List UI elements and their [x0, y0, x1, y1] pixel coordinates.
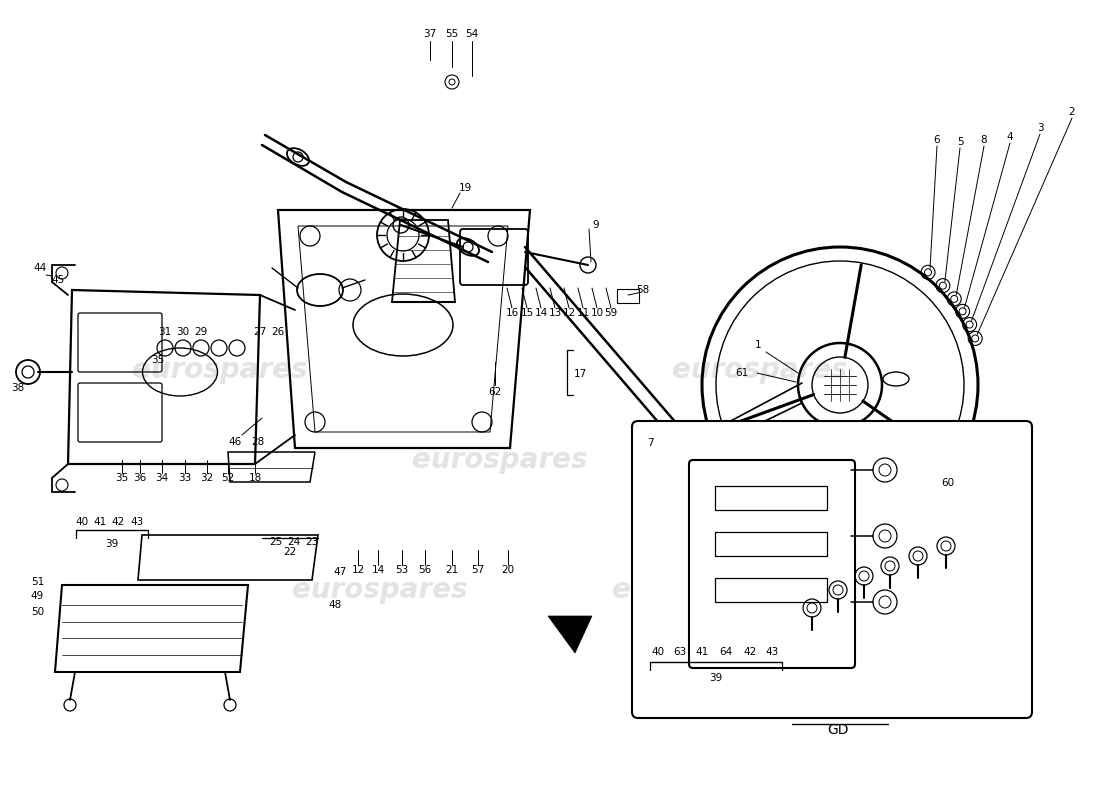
Text: 60: 60: [942, 478, 955, 488]
Text: 24: 24: [287, 537, 300, 547]
Text: 40: 40: [76, 517, 89, 527]
Text: GD: GD: [827, 723, 849, 737]
Text: 64: 64: [719, 647, 733, 657]
Text: 17: 17: [573, 369, 586, 379]
Text: 6: 6: [934, 135, 940, 145]
Text: 53: 53: [395, 565, 408, 575]
Text: 41: 41: [94, 517, 107, 527]
Text: 13: 13: [549, 308, 562, 318]
Text: 30: 30: [176, 327, 189, 337]
Text: 43: 43: [766, 647, 779, 657]
Text: 35: 35: [116, 473, 129, 483]
Text: eurospares: eurospares: [613, 576, 788, 604]
Text: 46: 46: [229, 437, 242, 447]
Text: eurospares: eurospares: [132, 356, 308, 384]
Text: 19: 19: [459, 183, 472, 193]
Polygon shape: [548, 616, 592, 653]
Bar: [935, 451, 977, 473]
Text: 32: 32: [200, 473, 213, 483]
Bar: [715, 486, 827, 510]
Text: 62: 62: [488, 387, 502, 397]
Text: 5: 5: [957, 137, 964, 147]
Text: 61: 61: [736, 368, 749, 378]
Text: 40: 40: [651, 647, 664, 657]
Text: 18: 18: [249, 473, 262, 483]
Text: 7: 7: [647, 438, 653, 448]
Bar: [715, 532, 827, 556]
Text: 34: 34: [155, 473, 168, 483]
Text: 10: 10: [591, 308, 604, 318]
Text: eurospares: eurospares: [412, 446, 587, 474]
Text: 49: 49: [31, 591, 44, 601]
Text: eurospares: eurospares: [293, 576, 468, 604]
Text: eurospares: eurospares: [672, 356, 848, 384]
Bar: [617, 289, 639, 303]
Text: 42: 42: [111, 517, 124, 527]
Text: 12: 12: [351, 565, 364, 575]
Text: 4: 4: [1006, 132, 1013, 142]
Text: 42: 42: [744, 647, 757, 657]
Text: 41: 41: [695, 647, 708, 657]
Text: 12: 12: [562, 308, 575, 318]
Text: 27: 27: [253, 327, 266, 337]
Text: 23: 23: [306, 537, 319, 547]
Text: 26: 26: [272, 327, 285, 337]
Text: 36: 36: [133, 473, 146, 483]
FancyBboxPatch shape: [632, 421, 1032, 718]
Text: 14: 14: [372, 565, 385, 575]
Text: 28: 28: [252, 437, 265, 447]
Text: 39: 39: [710, 673, 723, 683]
Text: 38: 38: [11, 383, 24, 393]
Text: 63: 63: [673, 647, 686, 657]
Text: 33: 33: [178, 473, 191, 483]
Text: 55: 55: [446, 29, 459, 39]
Text: 2: 2: [1069, 107, 1076, 117]
Text: 8: 8: [981, 135, 988, 145]
Text: 25: 25: [270, 537, 283, 547]
Text: 20: 20: [502, 565, 515, 575]
Text: 45: 45: [52, 275, 65, 285]
Text: 9: 9: [593, 220, 600, 230]
Text: 15: 15: [520, 308, 534, 318]
Text: 52: 52: [221, 473, 234, 483]
Bar: [666, 433, 703, 453]
Text: 14: 14: [535, 308, 548, 318]
Text: 48: 48: [329, 600, 342, 610]
Text: 22: 22: [284, 547, 297, 557]
Text: 3: 3: [1036, 123, 1043, 133]
Text: 44: 44: [33, 263, 46, 273]
Text: 1: 1: [755, 340, 761, 350]
Text: 39: 39: [106, 539, 119, 549]
Text: 31: 31: [158, 327, 172, 337]
Text: 56: 56: [418, 565, 431, 575]
Text: 50: 50: [31, 607, 44, 617]
Text: 57: 57: [472, 565, 485, 575]
Text: 16: 16: [505, 308, 518, 318]
Text: 11: 11: [576, 308, 590, 318]
Bar: [715, 578, 827, 602]
Text: 29: 29: [195, 327, 208, 337]
Text: 35: 35: [152, 355, 165, 365]
Text: 21: 21: [446, 565, 459, 575]
Text: 43: 43: [131, 517, 144, 527]
Text: 59: 59: [604, 308, 617, 318]
Text: 51: 51: [31, 577, 44, 587]
Text: 37: 37: [424, 29, 437, 39]
Text: 54: 54: [465, 29, 478, 39]
Text: 47: 47: [333, 567, 346, 577]
Text: 58: 58: [637, 285, 650, 295]
